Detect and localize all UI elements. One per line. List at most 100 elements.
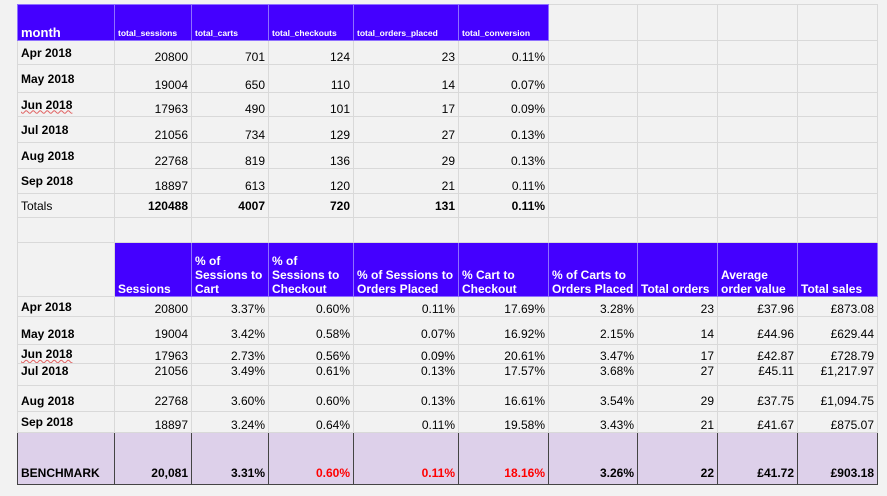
total-orders-cell[interactable]: 29 [637, 385, 718, 412]
conversion-cell[interactable]: 0.09% [458, 92, 549, 117]
cart-to-checkout-cell[interactable]: 16.92% [458, 316, 549, 345]
total-orders-cell[interactable]: 17 [637, 344, 718, 364]
header-cell[interactable]: Average order value [717, 242, 798, 297]
header-cell[interactable]: total_carts [191, 4, 269, 41]
empty-cell[interactable] [797, 92, 878, 117]
month-cell[interactable]: Sep 2018 [17, 168, 115, 194]
header-cell[interactable]: % of Sessions to Cart [191, 242, 269, 297]
header-cell[interactable]: total_orders_placed [353, 4, 459, 41]
sessions-to-cart-cell[interactable]: 2.73% [191, 344, 269, 364]
conversion-cell[interactable]: 0.07% [458, 64, 549, 93]
empty-cell[interactable] [637, 4, 718, 41]
orders-total[interactable]: 131 [353, 193, 459, 218]
month-cell[interactable]: Jun 2018 [17, 92, 115, 117]
empty-cell[interactable] [717, 64, 798, 93]
empty-cell[interactable] [548, 40, 638, 65]
total-sales-cell[interactable]: £873.08 [797, 296, 878, 317]
aov-cell[interactable]: £41.67 [717, 411, 798, 433]
empty-cell[interactable] [797, 40, 878, 65]
sessions-to-orders-cell[interactable]: 0.07% [353, 316, 459, 345]
cart-to-checkout-cell[interactable]: 16.61% [458, 385, 549, 412]
sessions-cell[interactable]: 18897 [114, 411, 192, 433]
empty-cell[interactable] [548, 64, 638, 93]
cart-to-checkout-cell[interactable]: 19.58% [458, 411, 549, 433]
empty-cell[interactable] [717, 116, 798, 143]
header-cell[interactable]: total_sessions [114, 4, 192, 41]
empty-cell[interactable] [797, 142, 878, 169]
empty-cell[interactable] [548, 116, 638, 143]
empty-cell[interactable] [17, 217, 115, 243]
total-sales-cell[interactable]: £629.44 [797, 316, 878, 345]
month-cell[interactable]: Jul 2018 [17, 116, 115, 143]
benchmark-sessions-to-orders[interactable]: 0.11% [353, 432, 459, 485]
sessions-to-orders-cell[interactable]: 0.13% [353, 363, 459, 386]
header-cell[interactable]: Total orders [637, 242, 718, 297]
sessions-to-checkout-cell[interactable]: 0.60% [268, 385, 354, 412]
empty-cell[interactable] [717, 142, 798, 169]
empty-cell[interactable] [114, 217, 192, 243]
sessions-cell[interactable]: 20800 [114, 296, 192, 317]
header-cell[interactable]: % of Sessions to Checkout [268, 242, 354, 297]
checkouts-cell[interactable]: 120 [268, 168, 354, 194]
header-cell[interactable]: Sessions [114, 242, 192, 297]
sessions-total[interactable]: 120488 [114, 193, 192, 218]
checkouts-cell[interactable]: 129 [268, 116, 354, 143]
checkouts-cell[interactable]: 124 [268, 40, 354, 65]
empty-cell[interactable] [637, 116, 718, 143]
aov-cell[interactable]: £42.87 [717, 344, 798, 364]
empty-cell[interactable] [548, 4, 638, 41]
sessions-to-cart-cell[interactable]: 3.42% [191, 316, 269, 345]
sessions-to-cart-cell[interactable]: 3.37% [191, 296, 269, 317]
month-cell[interactable]: Sep 2018 [17, 411, 115, 433]
total-sales-cell[interactable]: £1,217.97 [797, 363, 878, 386]
header-cell[interactable]: % of Sessions to Orders Placed [353, 242, 459, 297]
empty-cell[interactable] [191, 217, 269, 243]
checkouts-cell[interactable]: 110 [268, 64, 354, 93]
empty-cell[interactable] [797, 116, 878, 143]
empty-cell[interactable] [717, 193, 798, 218]
benchmark-label[interactable]: BENCHMARK [17, 432, 115, 485]
carts-to-orders-cell[interactable]: 2.15% [548, 316, 638, 345]
month-cell[interactable]: May 2018 [17, 316, 115, 345]
total-orders-cell[interactable]: 14 [637, 316, 718, 345]
sessions-to-checkout-cell[interactable]: 0.56% [268, 344, 354, 364]
sessions-to-cart-cell[interactable]: 3.49% [191, 363, 269, 386]
carts-to-orders-cell[interactable]: 3.43% [548, 411, 638, 433]
sessions-to-checkout-cell[interactable]: 0.58% [268, 316, 354, 345]
conversion-cell[interactable]: 0.13% [458, 116, 549, 143]
empty-cell[interactable] [548, 168, 638, 194]
empty-cell[interactable] [717, 217, 798, 243]
carts-to-orders-cell[interactable]: 3.47% [548, 344, 638, 364]
month-cell[interactable]: Jul 2018 [17, 363, 115, 386]
benchmark-aov[interactable]: £41.72 [717, 432, 798, 485]
carts-total[interactable]: 4007 [191, 193, 269, 218]
orders-cell[interactable]: 27 [353, 116, 459, 143]
total-orders-cell[interactable]: 23 [637, 296, 718, 317]
empty-cell[interactable] [637, 40, 718, 65]
empty-cell[interactable] [548, 142, 638, 169]
conversion-total[interactable]: 0.11% [458, 193, 549, 218]
orders-cell[interactable]: 17 [353, 92, 459, 117]
empty-cell[interactable] [717, 168, 798, 194]
conversion-cell[interactable]: 0.11% [458, 40, 549, 65]
benchmark-sessions[interactable]: 20,081 [114, 432, 192, 485]
empty-cell[interactable] [717, 40, 798, 65]
sessions-to-cart-cell[interactable]: 3.24% [191, 411, 269, 433]
conversion-cell[interactable]: 0.11% [458, 168, 549, 194]
benchmark-sessions-to-checkout[interactable]: 0.60% [268, 432, 354, 485]
carts-cell[interactable]: 490 [191, 92, 269, 117]
empty-cell[interactable] [637, 168, 718, 194]
carts-to-orders-cell[interactable]: 3.68% [548, 363, 638, 386]
month-cell[interactable]: Apr 2018 [17, 296, 115, 317]
empty-cell[interactable] [637, 142, 718, 169]
empty-header-cell[interactable] [17, 242, 115, 297]
totals-label[interactable]: Totals [17, 193, 115, 218]
carts-to-orders-cell[interactable]: 3.28% [548, 296, 638, 317]
checkouts-cell[interactable]: 136 [268, 142, 354, 169]
sessions-to-checkout-cell[interactable]: 0.61% [268, 363, 354, 386]
empty-cell[interactable] [268, 217, 354, 243]
sessions-cell[interactable]: 17963 [114, 344, 192, 364]
sessions-to-orders-cell[interactable]: 0.09% [353, 344, 459, 364]
month-cell[interactable]: Jun 2018 [17, 344, 115, 364]
empty-cell[interactable] [717, 92, 798, 117]
